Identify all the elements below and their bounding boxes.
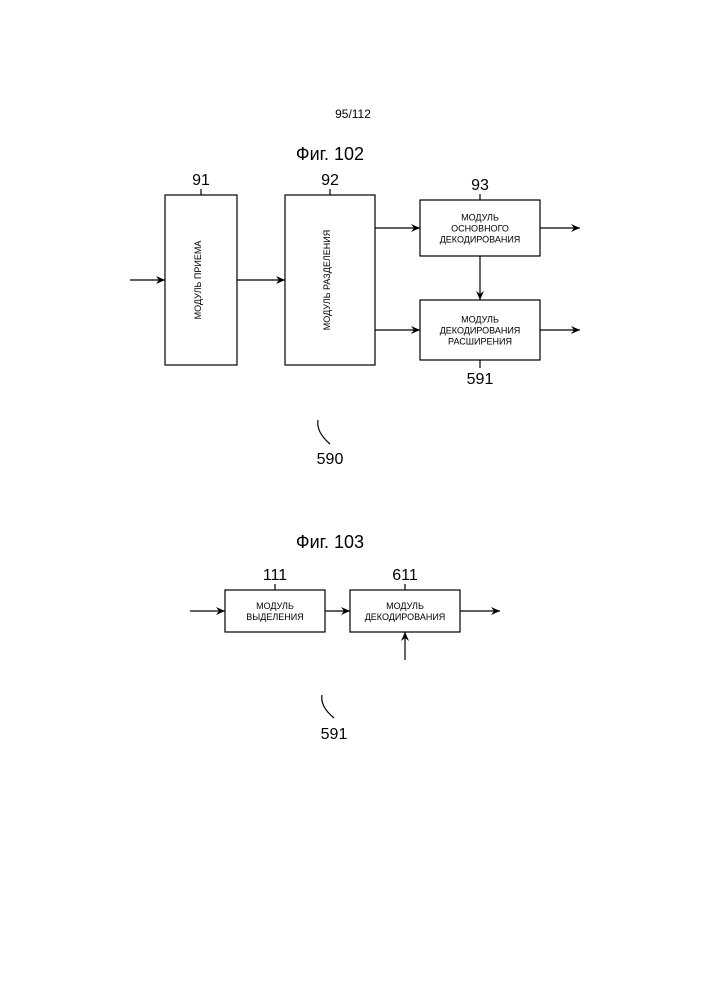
diagram-canvas: 95/112 Фиг. 102 МОДУЛЬ ПРИЕМА 91 МОДУЛЬ РА…	[0, 0, 707, 1000]
fig103-diagram: МОДУЛЬВЫДЕЛЕНИЯ111МОДУЛЬДЕКОДИРОВАНИЯ611…	[190, 567, 500, 743]
system-ref: 590	[317, 451, 344, 468]
ref-n591: 591	[467, 371, 494, 388]
fig102-title: Фиг. 102	[296, 144, 364, 164]
block-m611	[350, 590, 460, 632]
ref-leader	[322, 695, 334, 718]
page-number: 95/112	[335, 107, 371, 121]
block-label-n92: МОДУЛЬ РАЗДЕЛЕНИЯ	[322, 230, 332, 330]
ref-n92: 92	[321, 172, 339, 189]
fig103-title: Фиг. 103	[296, 532, 364, 552]
fig102-diagram: МОДУЛЬ ПРИЕМА91МОДУЛЬ РАЗДЕЛЕНИЯ92МОДУЛЬ…	[130, 172, 580, 468]
ref-m611: 611	[392, 567, 418, 584]
ref-leader	[318, 420, 330, 444]
ref-m111: 111	[263, 567, 287, 584]
block-m111	[225, 590, 325, 632]
block-label-n91: МОДУЛЬ ПРИЕМА	[193, 241, 203, 320]
system-ref: 591	[321, 726, 348, 743]
ref-n91: 91	[192, 172, 210, 189]
ref-n93: 93	[471, 177, 489, 194]
